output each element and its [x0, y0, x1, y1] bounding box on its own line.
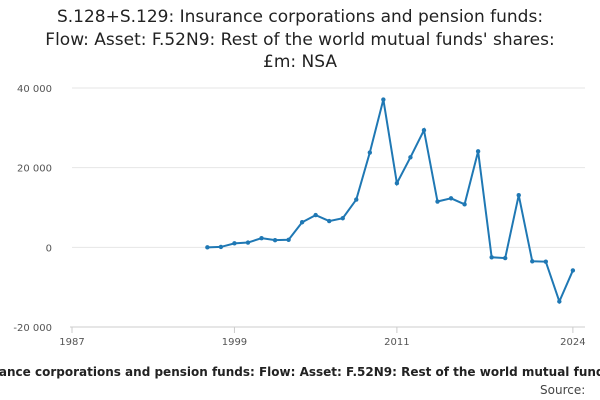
data-point [421, 128, 427, 133]
data-point [475, 149, 481, 154]
chart-title: S.128+S.129: Insurance corporations and … [57, 7, 543, 27]
data-point [435, 199, 440, 204]
y-tick-label: 40 000 [17, 84, 52, 95]
data-point [232, 241, 237, 246]
data-point [489, 255, 494, 260]
data-point [340, 216, 345, 221]
data-point [381, 97, 386, 102]
data-point [259, 235, 264, 241]
data-point [530, 259, 535, 264]
chart-title: Flow: Asset: F.52N9: Rest of the world m… [45, 30, 554, 50]
x-tick-label: 2024 [560, 337, 585, 348]
x-tick-label: 2011 [384, 337, 409, 348]
data-point [448, 196, 454, 201]
data-point [313, 212, 318, 218]
data-point [327, 218, 332, 224]
data-point [299, 220, 305, 225]
data-point [286, 237, 291, 242]
data-point [557, 299, 562, 304]
data-point [502, 255, 508, 261]
chart-title: £m: NSA [263, 52, 337, 72]
data-point [272, 237, 278, 243]
data-point [570, 268, 576, 273]
y-tick-label: 20 000 [17, 164, 52, 175]
y-tick-label: 0 [46, 243, 52, 254]
data-point [408, 155, 413, 160]
x-tick-label: 1999 [222, 337, 247, 348]
data-point [367, 150, 373, 155]
data-point [462, 202, 467, 207]
data-point [205, 245, 210, 250]
series-line [207, 99, 574, 305]
data-point [516, 192, 521, 198]
source: Source: [540, 383, 585, 397]
data-point [543, 259, 549, 264]
x-axis-label: S.128+S.129: Insurance corporations and … [0, 365, 600, 379]
y-tick-label: -20 000 [13, 323, 52, 334]
data-point [218, 244, 224, 250]
data-point [394, 181, 400, 186]
data-point [245, 240, 251, 245]
data-point [354, 197, 359, 202]
x-tick-label: 1987 [59, 337, 84, 348]
